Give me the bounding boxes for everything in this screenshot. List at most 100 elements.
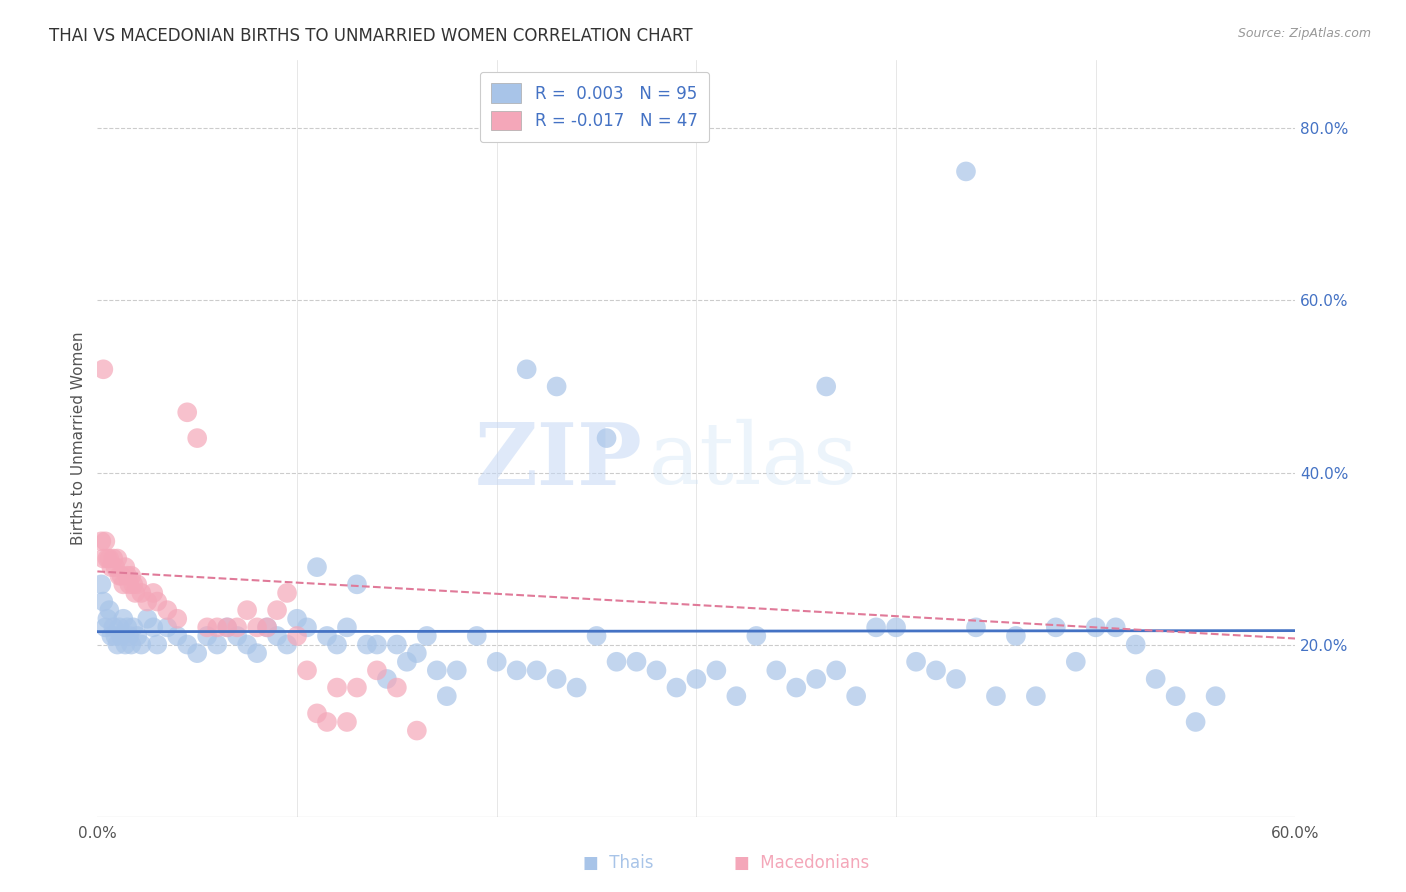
Point <box>526 664 548 678</box>
Point <box>984 689 1007 703</box>
Point <box>326 638 349 652</box>
Point <box>114 560 136 574</box>
Point <box>94 620 117 634</box>
Point <box>485 655 508 669</box>
Point <box>226 629 249 643</box>
Point <box>346 577 368 591</box>
Point <box>366 638 388 652</box>
Point <box>395 655 418 669</box>
Point <box>127 629 149 643</box>
Point <box>217 620 239 634</box>
Legend: R =  0.003   N = 95, R = -0.017   N = 47: R = 0.003 N = 95, R = -0.017 N = 47 <box>479 71 710 142</box>
Point <box>176 405 198 419</box>
Point <box>785 681 807 695</box>
Point <box>336 620 359 634</box>
Point <box>685 672 707 686</box>
Point <box>955 164 977 178</box>
Point <box>118 629 141 643</box>
Point <box>336 714 359 729</box>
Point <box>246 646 269 660</box>
Point <box>465 629 488 643</box>
Point <box>316 629 339 643</box>
Point <box>256 620 278 634</box>
Point <box>815 379 838 393</box>
Text: Source: ZipAtlas.com: Source: ZipAtlas.com <box>1237 27 1371 40</box>
Point <box>166 629 188 643</box>
Point <box>1144 672 1167 686</box>
Point <box>945 672 967 686</box>
Point <box>104 560 127 574</box>
Point <box>585 629 607 643</box>
Point <box>246 620 269 634</box>
Text: THAI VS MACEDONIAN BIRTHS TO UNMARRIED WOMEN CORRELATION CHART: THAI VS MACEDONIAN BIRTHS TO UNMARRIED W… <box>49 27 693 45</box>
Point <box>725 689 748 703</box>
Point <box>105 638 128 652</box>
Point <box>110 568 132 582</box>
Point <box>195 629 218 643</box>
Point <box>346 681 368 695</box>
Point <box>117 620 139 634</box>
Point <box>120 568 142 582</box>
Point <box>516 362 538 376</box>
Point <box>100 560 122 574</box>
Point <box>356 638 378 652</box>
Point <box>276 586 298 600</box>
Point <box>965 620 987 634</box>
Point <box>195 620 218 634</box>
Point <box>226 620 249 634</box>
Point <box>129 586 152 600</box>
Point <box>90 577 112 591</box>
Point <box>112 577 135 591</box>
Point <box>426 664 449 678</box>
Point <box>295 620 318 634</box>
Point <box>90 534 112 549</box>
Point <box>93 551 115 566</box>
Point <box>108 620 131 634</box>
Text: atlas: atlas <box>648 419 858 502</box>
Point <box>117 568 139 582</box>
Point <box>96 551 118 566</box>
Point <box>1184 714 1206 729</box>
Point <box>266 629 288 643</box>
Point <box>108 568 131 582</box>
Point <box>146 594 169 608</box>
Point <box>176 638 198 652</box>
Point <box>93 362 115 376</box>
Text: ZIP: ZIP <box>475 419 643 503</box>
Point <box>626 655 648 669</box>
Point <box>446 664 468 678</box>
Point <box>375 672 398 686</box>
Point <box>120 638 142 652</box>
Point <box>405 723 427 738</box>
Point <box>706 664 728 678</box>
Point <box>305 560 328 574</box>
Point <box>103 620 125 634</box>
Point <box>205 620 228 634</box>
Point <box>236 638 259 652</box>
Point <box>129 638 152 652</box>
Point <box>156 603 179 617</box>
Point <box>1084 620 1107 634</box>
Point <box>405 646 427 660</box>
Point <box>1025 689 1047 703</box>
Point <box>865 620 887 634</box>
Text: ■  Thais: ■ Thais <box>583 855 654 872</box>
Point <box>156 620 179 634</box>
Y-axis label: Births to Unmarried Women: Births to Unmarried Women <box>72 331 86 545</box>
Point <box>124 586 146 600</box>
Point <box>94 534 117 549</box>
Point <box>236 603 259 617</box>
Point <box>305 706 328 721</box>
Point <box>385 681 408 695</box>
Point <box>316 714 339 729</box>
Point <box>142 620 165 634</box>
Point <box>606 655 628 669</box>
Point <box>825 664 848 678</box>
Point <box>436 689 458 703</box>
Point <box>142 586 165 600</box>
Point <box>110 629 132 643</box>
Point <box>217 620 239 634</box>
Point <box>127 577 149 591</box>
Point <box>112 612 135 626</box>
Point <box>806 672 828 686</box>
